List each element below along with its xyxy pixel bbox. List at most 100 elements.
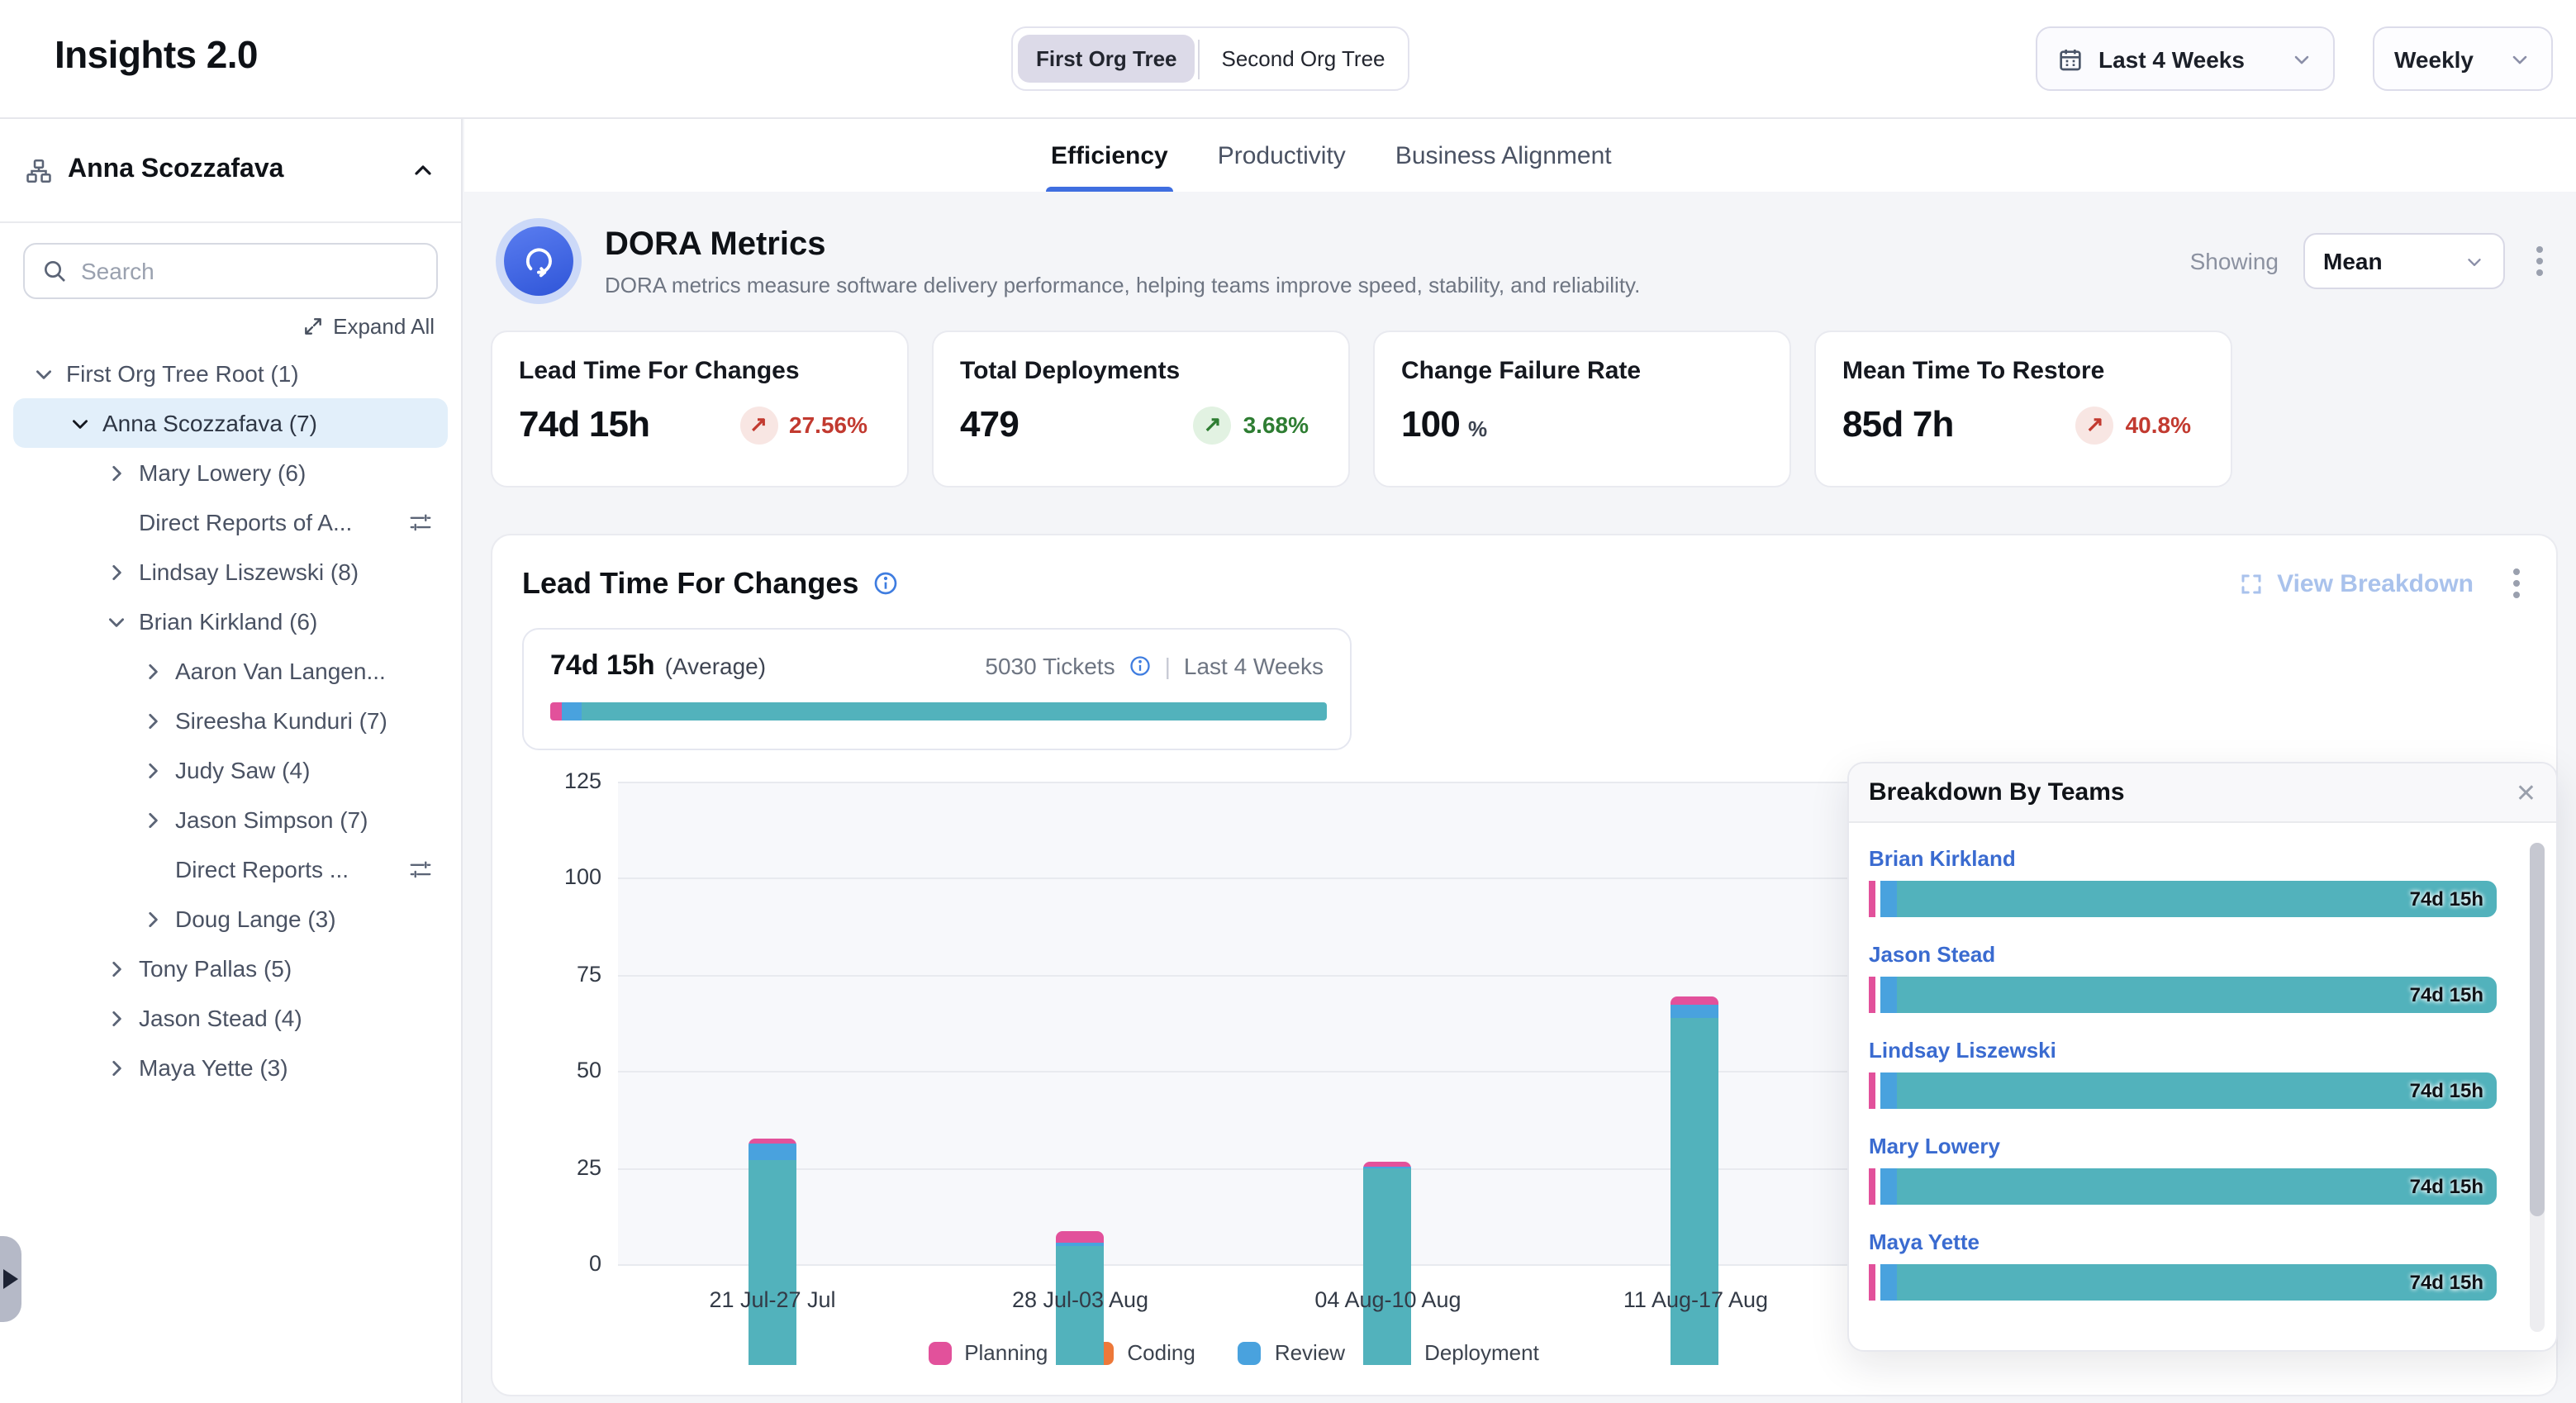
showing-select[interactable]: Mean (2303, 233, 2505, 289)
tree-item-label: Doug Lange (3) (175, 906, 336, 932)
metric-card-value-row: 479 ↗ 3.68% (960, 403, 1322, 446)
chevron-right-icon[interactable] (142, 710, 173, 731)
gridline (618, 877, 1849, 880)
team-name-link[interactable]: Lindsay Liszewski (1869, 1038, 2056, 1063)
chevron-right-icon[interactable] (106, 1007, 137, 1029)
chevron-right-icon[interactable] (142, 660, 173, 682)
tab-productivity[interactable]: Productivity (1217, 142, 1346, 170)
calendar-icon (2057, 45, 2084, 72)
chevron-down-icon[interactable] (106, 611, 137, 632)
bar-segment-deployment: 74d 15h (1897, 1168, 2497, 1205)
metric-card-value: 85d 7h (1842, 403, 1954, 445)
breakdown-header: Breakdown By Teams ✕ (1849, 763, 2556, 823)
scrollbar-thumb[interactable] (2530, 843, 2545, 1216)
tree-item[interactable]: Tony Pallas (5) (13, 944, 448, 993)
bar-segment-review (748, 1143, 796, 1161)
gridline (618, 1168, 1849, 1170)
tree-item[interactable]: Brian Kirkland (6) (13, 597, 448, 646)
team-name-link[interactable]: Jason Stead (1869, 942, 1996, 967)
close-icon[interactable]: ✕ (2515, 779, 2536, 807)
tab-business-alignment[interactable]: Business Alignment (1395, 142, 1612, 170)
chevron-down-icon[interactable] (33, 363, 64, 384)
tree-item-label: Direct Reports of A... (139, 509, 353, 535)
bar-04-Aug-10-Aug[interactable] (1363, 1162, 1412, 1365)
filters-icon[interactable] (408, 511, 433, 535)
legend-swatch (1238, 1341, 1262, 1364)
tree-item[interactable]: Maya Yette (3) (13, 1043, 448, 1092)
bar-21-Jul-27-Jul[interactable] (748, 1139, 796, 1365)
info-icon[interactable] (872, 570, 898, 597)
bar-11-Aug-17-Aug[interactable] (1671, 996, 1719, 1365)
team-lead-time-bar: 74d 15h (1869, 977, 2497, 1013)
tree-item[interactable]: Direct Reports of A... (13, 497, 448, 547)
team-name-link[interactable]: Brian Kirkland (1869, 846, 2016, 871)
tab-efficiency[interactable]: Efficiency (1046, 142, 1173, 192)
chevron-down-icon (2464, 250, 2485, 272)
chevron-right-icon[interactable] (106, 561, 137, 583)
tickets-count: 5030 Tickets (985, 653, 1115, 679)
x-axis-tick-label: 04 Aug-10 Aug (1314, 1287, 1461, 1312)
tree-item[interactable]: Mary Lowery (6) (13, 448, 448, 497)
bar-segment-planning (1671, 996, 1719, 1005)
chevron-down-icon[interactable] (69, 412, 101, 434)
phase-summary-bar (550, 702, 1327, 721)
metric-card-title: Total Deployments (960, 357, 1181, 385)
date-range-select[interactable]: Last 4 Weeks (2036, 26, 2335, 91)
breakdown-list: Brian Kirkland 74d 15h Jason Stead 74d 15h L… (1849, 823, 2556, 1350)
team-lead-time-value: 74d 15h (2409, 1271, 2483, 1294)
dora-menu-kebab-icon[interactable] (2530, 241, 2550, 281)
team-lead-time-bar: 74d 15h (1869, 1264, 2497, 1301)
chevron-right-icon[interactable] (106, 958, 137, 979)
tree-item[interactable]: Direct Reports ... (13, 844, 448, 894)
view-breakdown-label: View Breakdown (2277, 569, 2474, 597)
search-input[interactable] (81, 258, 420, 284)
chevron-up-icon[interactable] (410, 157, 436, 183)
tree-item[interactable]: Jason Simpson (7) (13, 795, 448, 844)
y-axis-tick-label: 125 (563, 768, 601, 793)
expand-all-button[interactable]: Expand All (26, 314, 435, 339)
team-name-link[interactable]: Maya Yette (1869, 1229, 1980, 1254)
granularity-select[interactable]: Weekly (2373, 26, 2553, 91)
tree-item[interactable]: Lindsay Liszewski (8) (13, 547, 448, 597)
metric-card-value-row: 85d 7h ↗ 40.8% (1842, 403, 2204, 446)
triangle-right-icon (3, 1269, 18, 1289)
chevron-right-icon[interactable] (106, 462, 137, 483)
tree-item[interactable]: Anna Scozzafava (7) (13, 398, 448, 448)
toggle-first-org-tree[interactable]: First Org Tree (1018, 35, 1195, 83)
team-name-link[interactable]: Mary Lowery (1869, 1134, 2000, 1158)
scrollbar-track[interactable] (2530, 843, 2545, 1332)
filters-icon[interactable] (408, 858, 433, 882)
bar-segment-planning (1869, 1072, 1875, 1109)
average-label: (Average) (664, 653, 767, 679)
bar-segment-planning (1055, 1231, 1104, 1244)
toggle-second-org-tree[interactable]: Second Org Tree (1221, 46, 1385, 71)
tree-item[interactable]: Sireesha Kunduri (7) (13, 696, 448, 745)
tree-item-label: Anna Scozzafava (7) (102, 410, 317, 436)
y-axis-tick-label: 25 (576, 1154, 601, 1180)
tree-item[interactable]: Aaron Van Langen... (13, 646, 448, 696)
tree-item-label: Aaron Van Langen... (175, 658, 386, 684)
tree-item-label: Judy Saw (4) (175, 757, 311, 783)
tree-item[interactable]: Doug Lange (3) (13, 894, 448, 944)
chevron-right-icon[interactable] (142, 759, 173, 781)
bar-28-Jul-03-Aug[interactable] (1055, 1231, 1104, 1365)
breakdown-title: Breakdown By Teams (1869, 778, 2125, 806)
tree-item[interactable]: Jason Stead (4) (13, 993, 448, 1043)
trend-up-arrow-icon: ↗ (2075, 406, 2114, 444)
tree-item[interactable]: Judy Saw (4) (13, 745, 448, 795)
metric-delta-value: 40.8% (2125, 411, 2191, 438)
metric-card-title: Lead Time For Changes (519, 357, 800, 385)
sidebar-search[interactable] (23, 243, 438, 299)
info-icon[interactable] (1129, 654, 1152, 678)
legend-label: Deployment (1424, 1340, 1539, 1365)
chevron-right-icon[interactable] (142, 809, 173, 830)
team-lead-time-value: 74d 15h (2409, 983, 2483, 1006)
tree-item[interactable]: First Org Tree Root (1) (13, 349, 448, 398)
chevron-right-icon[interactable] (142, 908, 173, 930)
lead-time-menu-kebab-icon[interactable] (2507, 564, 2526, 603)
chevron-right-icon[interactable] (106, 1057, 137, 1078)
app-title: Insights 2.0 (55, 33, 258, 76)
panel-expand-tab[interactable] (0, 1236, 21, 1322)
view-breakdown-button[interactable]: View Breakdown (2239, 569, 2474, 597)
tree-item-label: Lindsay Liszewski (8) (139, 559, 359, 585)
